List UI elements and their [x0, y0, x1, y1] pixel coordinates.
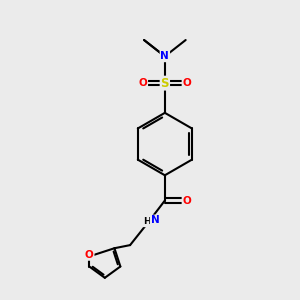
Text: N: N	[151, 215, 159, 225]
Text: N: N	[160, 51, 169, 62]
Text: O: O	[85, 250, 94, 260]
Text: S: S	[160, 76, 169, 90]
Text: O: O	[139, 78, 147, 88]
Text: H: H	[143, 218, 151, 226]
Text: O: O	[182, 78, 191, 88]
Text: O: O	[182, 196, 191, 206]
